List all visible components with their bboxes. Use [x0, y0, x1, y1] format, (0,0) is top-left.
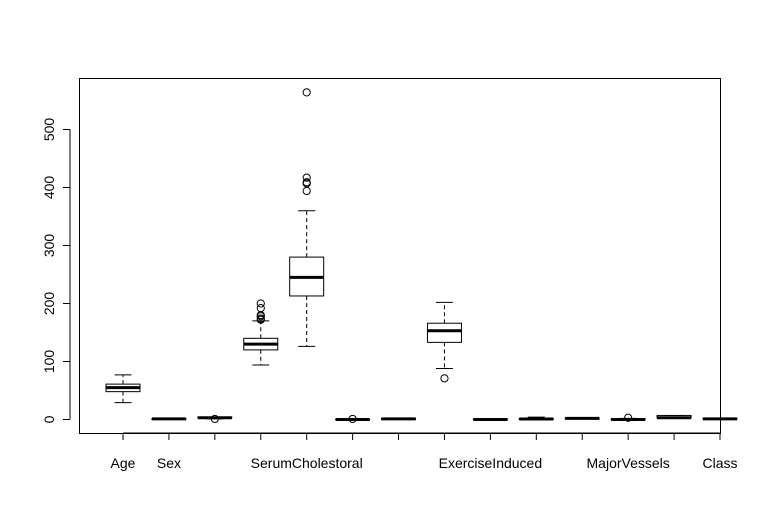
y-tick-label: 500 — [41, 118, 57, 142]
outlier-point — [210, 414, 219, 424]
y-tick-label: 400 — [41, 176, 57, 200]
outlier-point — [302, 173, 311, 182]
y-tick-label: 100 — [41, 350, 57, 374]
y-tick-label: 300 — [41, 234, 57, 258]
y-tick-label: 0 — [41, 415, 57, 423]
box-10 — [564, 416, 600, 420]
box-1 — [151, 417, 187, 421]
box-9 — [518, 416, 554, 421]
outlier-point — [624, 413, 633, 422]
outlier-point — [302, 186, 311, 196]
x-tick-label: Age — [111, 455, 136, 471]
box-group — [105, 88, 738, 424]
box-12 — [656, 414, 692, 420]
outlier-point — [256, 299, 265, 308]
outlier-point — [302, 88, 311, 97]
outlier-point — [302, 178, 311, 187]
box-6 — [381, 417, 417, 421]
x-tick-label: MajorVessels — [587, 455, 670, 471]
x-tick-label: SerumCholestoral — [251, 455, 363, 471]
box-11 — [610, 413, 646, 422]
box-iqr — [426, 322, 462, 343]
box-2 — [197, 414, 233, 424]
outlier-point — [256, 304, 265, 313]
plot-frame — [79, 78, 721, 434]
y-axis: 0 100 200 300 400 500 — [41, 118, 71, 423]
box-13 — [702, 417, 738, 421]
box-5 — [335, 414, 371, 424]
outlier-point — [256, 314, 265, 323]
y-tick-label: 200 — [41, 292, 57, 316]
x-tick-label: Sex — [157, 455, 181, 471]
x-tick-label: Class — [702, 455, 737, 471]
outlier-point — [348, 414, 357, 424]
x-axis-labels: Age Sex SerumCholestoral ExerciseInduced Maj… — [111, 432, 738, 471]
box-3 — [243, 299, 279, 366]
box-8 — [472, 418, 508, 421]
box-0 — [105, 374, 141, 404]
x-tick-label: ExerciseInduced — [439, 455, 543, 471]
box-7 — [426, 301, 462, 383]
outlier-point — [440, 374, 449, 383]
box-4 — [289, 88, 325, 347]
